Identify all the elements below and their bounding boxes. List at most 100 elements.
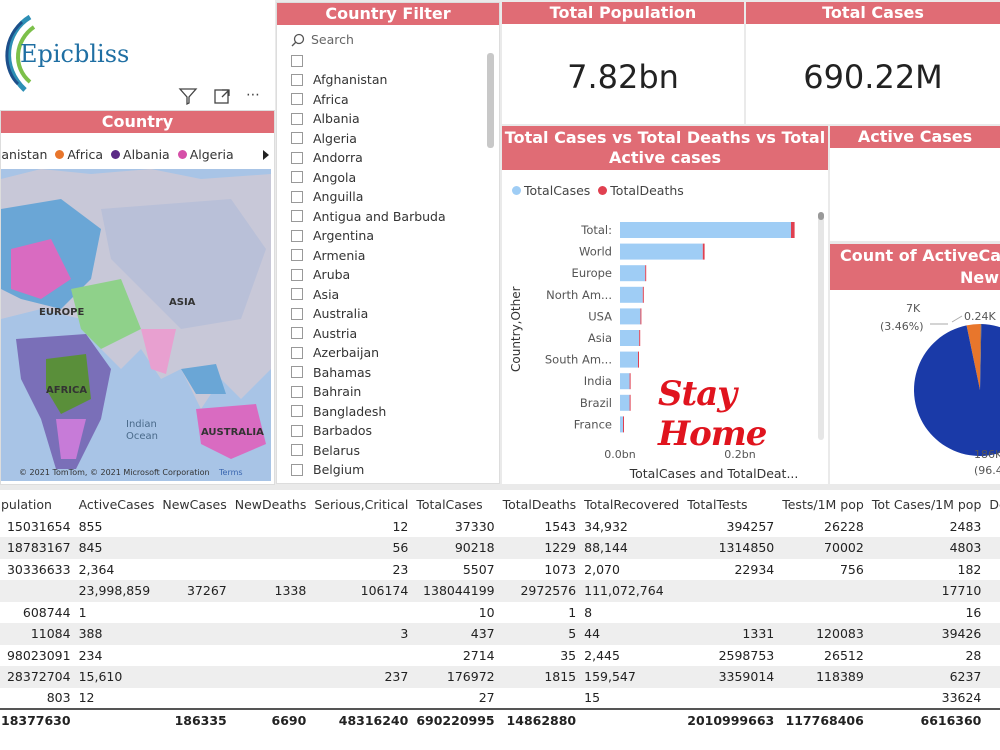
slicer-item[interactable]: Angola	[287, 168, 481, 188]
bar-totalcases[interactable]	[620, 351, 638, 368]
legend-item-totaldeaths[interactable]: TotalDeaths	[594, 183, 684, 198]
bar-chart-plot[interactable]: Country,Other Total: World Europe North Am..…	[502, 202, 828, 482]
slicer-item[interactable]: Austria	[287, 324, 481, 344]
table-row[interactable]: 803 12 27 15 33624	[0, 688, 1000, 710]
bar-totalcases[interactable]	[620, 286, 643, 303]
slicer-checkbox[interactable]	[291, 229, 303, 242]
bar-totaldeaths[interactable]	[642, 286, 644, 303]
pie-chart-plot[interactable]: 7K (3.46%) 0.24K 186K (96.4	[830, 292, 1000, 484]
slicer-checkbox[interactable]	[291, 366, 303, 379]
slicer-item[interactable]: Algeria	[287, 129, 481, 149]
bar-totaldeaths[interactable]	[645, 265, 647, 282]
slicer-checkbox[interactable]	[291, 132, 303, 145]
column-header[interactable]: TotalRecovered	[584, 497, 680, 513]
bar-totaldeaths[interactable]	[639, 330, 641, 346]
slicer-checkbox[interactable]	[291, 151, 303, 164]
table-row[interactable]: 23,998,859 37267 1338 106174 138044199 297257…	[0, 580, 1000, 602]
slicer-item[interactable]: Argentina	[287, 226, 481, 246]
slicer-item[interactable]: Albania	[287, 109, 481, 129]
legend-item-totalcases[interactable]: TotalCases	[508, 183, 590, 198]
focus-mode-icon[interactable]	[212, 86, 232, 106]
more-options-icon[interactable]: ⋯	[246, 87, 260, 103]
slicer-item[interactable]: Bangladesh	[287, 402, 481, 422]
slicer-checkbox[interactable]	[291, 190, 303, 203]
slicer-item[interactable]: Belgium	[287, 460, 481, 480]
bar-totalcases[interactable]	[620, 394, 630, 411]
legend-item-algeria[interactable]: Algeria	[174, 147, 234, 162]
bar-totalcases[interactable]	[620, 265, 646, 282]
slicer-item[interactable]: Asia	[287, 285, 481, 305]
bar-totalcases[interactable]	[620, 222, 791, 238]
slicer-checkbox[interactable]	[291, 405, 303, 418]
bar-totaldeaths[interactable]	[702, 243, 705, 260]
column-header[interactable]: Tests/1M pop	[782, 497, 864, 513]
column-header[interactable]: ActiveCases	[78, 497, 155, 513]
bar-totalcases[interactable]	[620, 243, 703, 260]
column-header[interactable]: pulation	[1, 497, 52, 513]
bar-totaldeaths[interactable]	[623, 416, 624, 433]
table-row[interactable]: 98023091 234 2714 35 2,445 2598753 26512 28	[0, 645, 1000, 667]
bar-totaldeaths[interactable]	[629, 394, 631, 411]
filter-icon[interactable]	[178, 86, 198, 106]
slicer-checkbox[interactable]	[291, 249, 303, 262]
slicer-item[interactable]: Bahrain	[287, 382, 481, 402]
column-header[interactable]: TotalTests	[687, 497, 748, 513]
slicer-checkbox[interactable]	[291, 93, 303, 106]
column-header[interactable]: NewDeaths	[234, 497, 307, 513]
bar-chart-scrollbar[interactable]	[818, 212, 824, 440]
table-row[interactable]: 30336633 2,364 23 5507 1073 2,070 22934 756 182	[0, 559, 1000, 581]
select-all-checkbox[interactable]	[291, 55, 303, 67]
bar-totalcases[interactable]	[620, 373, 630, 390]
bar-totalcases[interactable]	[620, 416, 623, 433]
column-header[interactable]: NewCases	[162, 497, 227, 513]
slicer-checkbox[interactable]	[291, 268, 303, 281]
bar-totalcases[interactable]	[620, 330, 640, 346]
column-header[interactable]: Serious,Critical	[314, 497, 409, 513]
bar-totaldeaths[interactable]	[791, 222, 795, 238]
legend-item-albania[interactable]: Albania	[107, 147, 170, 162]
bar-totalcases[interactable]	[620, 308, 641, 325]
pie-slice[interactable]	[980, 324, 982, 390]
table-row[interactable]: 15031654 855 12 37330 1543 34,932 394257 26228 2…	[0, 516, 1000, 538]
slicer-item[interactable]: Barbados	[287, 421, 481, 441]
column-header[interactable]: Tot Cases/1M pop	[871, 497, 982, 513]
slicer-checkbox[interactable]	[291, 307, 303, 320]
table-row[interactable]: 18783167 845 56 90218 1229 88,144 1314850 70002…	[0, 537, 1000, 559]
slicer-checkbox[interactable]	[291, 327, 303, 340]
column-header[interactable]: TotalDeaths	[502, 497, 577, 513]
slicer-checkbox[interactable]	[291, 385, 303, 398]
bar-totaldeaths[interactable]	[629, 373, 631, 390]
legend-next-arrow-icon[interactable]	[261, 149, 271, 161]
slicer-checkbox[interactable]	[291, 210, 303, 223]
slicer-checkbox[interactable]	[291, 288, 303, 301]
slicer-checkbox[interactable]	[291, 444, 303, 457]
table-row[interactable]: 11084 388 3 437 5 44 1331 120083 39426	[0, 623, 1000, 645]
slicer-item[interactable]: Armenia	[287, 246, 481, 266]
table-row[interactable]: 608744 1 10 1 8 16	[0, 602, 1000, 624]
world-map[interactable]: EUROPE ASIA AFRICA AUSTRALIA Indian Ocea…	[1, 169, 271, 481]
slicer-checkbox[interactable]	[291, 463, 303, 476]
slicer-checkbox[interactable]	[291, 171, 303, 184]
pie-slice[interactable]	[966, 324, 981, 390]
slicer-item[interactable]: Andorra	[287, 148, 481, 168]
legend-item-africa[interactable]: Africa	[51, 147, 103, 162]
slicer-search[interactable]: Search	[291, 32, 354, 47]
slicer-checkbox[interactable]	[291, 424, 303, 437]
bar-totaldeaths[interactable]	[640, 308, 642, 325]
slicer-checkbox[interactable]	[291, 73, 303, 86]
slicer-item[interactable]: Australia	[287, 304, 481, 324]
search-input[interactable]: Search	[311, 32, 354, 47]
slicer-scrollbar[interactable]	[487, 53, 494, 148]
column-header[interactable]: TotalCases	[416, 497, 483, 513]
slicer-checkbox[interactable]	[291, 346, 303, 359]
slicer-item[interactable]: Afghanistan	[287, 70, 481, 90]
table-row[interactable]: 28372704 15,610 237 176972 1815 159,547 335901…	[0, 666, 1000, 688]
slicer-item[interactable]: Belarus	[287, 441, 481, 461]
slicer-item[interactable]: Anguilla	[287, 187, 481, 207]
slicer-item[interactable]: Azerbaijan	[287, 343, 481, 363]
slicer-item[interactable]: Antigua and Barbuda	[287, 207, 481, 227]
slicer-item[interactable]: Aruba	[287, 265, 481, 285]
slicer-checkbox[interactable]	[291, 112, 303, 125]
slicer-item[interactable]: Africa	[287, 90, 481, 110]
slicer-item[interactable]: Bahamas	[287, 363, 481, 383]
